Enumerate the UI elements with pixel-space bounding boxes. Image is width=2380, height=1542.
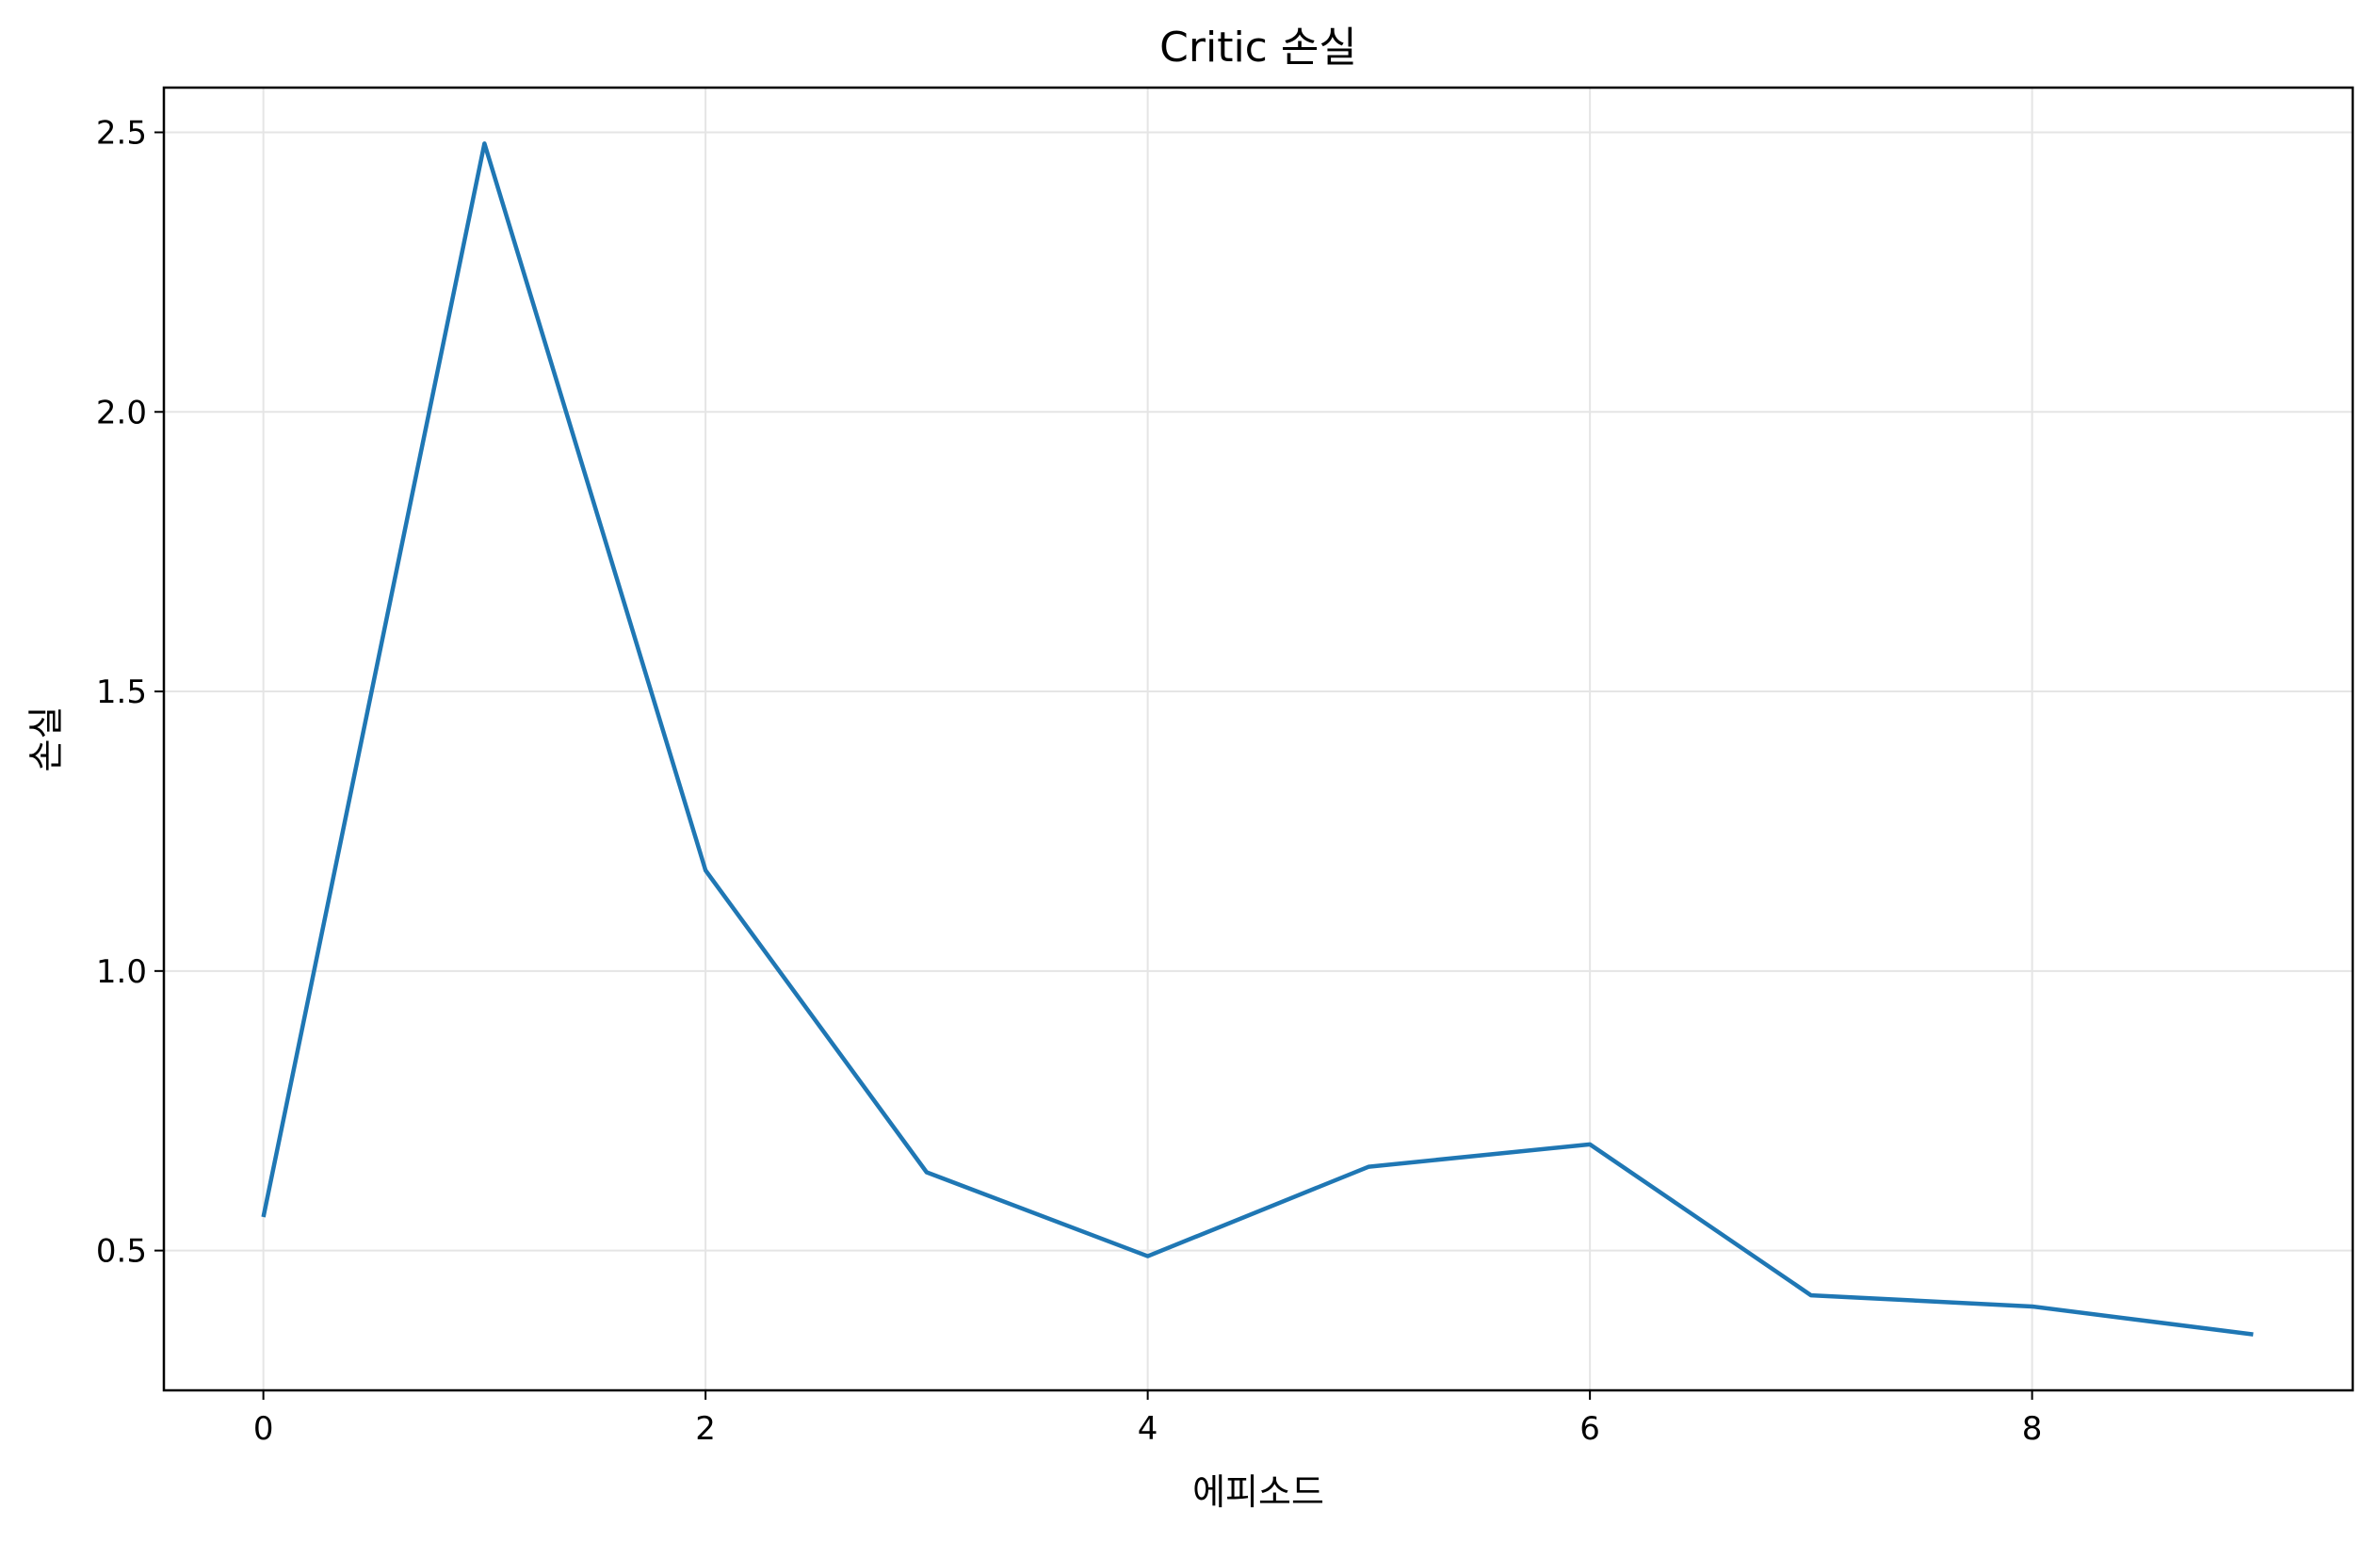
series-line-0 <box>261 141 2254 1337</box>
x-axis-label: 에피소드 <box>1192 1471 1324 1513</box>
x-tick-label: 0 <box>253 1410 274 1448</box>
y-tick-label: 0.5 <box>96 1233 147 1271</box>
series-layer <box>261 141 2254 1337</box>
x-tick-label: 8 <box>2022 1410 2043 1448</box>
y-tick-label: 1.5 <box>96 674 147 711</box>
y-tick-label: 2.0 <box>96 394 147 431</box>
x-tick-label: 4 <box>1138 1410 1158 1448</box>
y-tick-label: 1.0 <box>96 953 147 991</box>
y-tick-label: 2.5 <box>96 114 147 152</box>
y-axis-label: 손실 <box>25 706 67 772</box>
grid <box>164 88 2353 1390</box>
chart-title: Critic 손실 <box>1159 24 1357 72</box>
ticks: 0 2 4 6 8 0.5 1.0 1.5 2.0 2.5 <box>96 114 2043 1448</box>
x-tick-label: 6 <box>1579 1410 1600 1448</box>
x-tick-label: 2 <box>695 1410 716 1448</box>
plot-frame <box>162 86 2355 1392</box>
